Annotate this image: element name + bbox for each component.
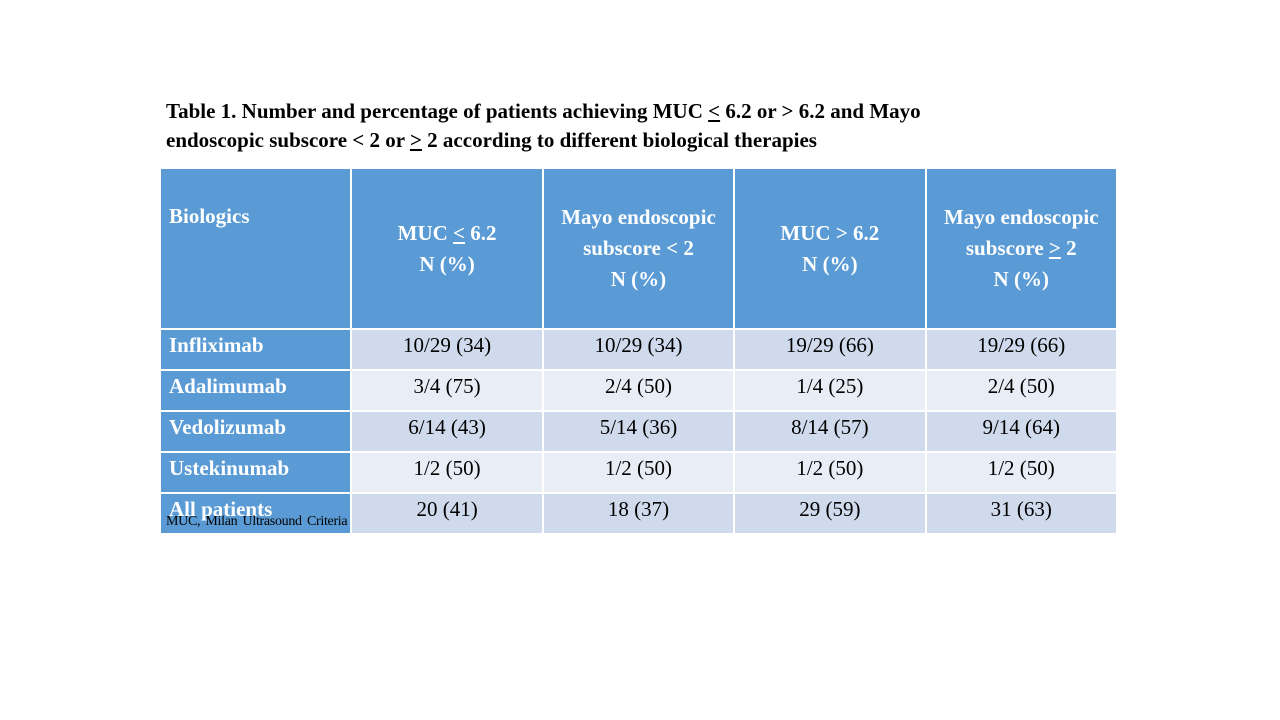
caption-text: 2 according to different biological ther… [421, 128, 817, 152]
caption-operator: > [409, 128, 422, 152]
caption-text: 6.2 or > 6.2 and Mayo [720, 99, 921, 123]
header-biologics: Biologics [158, 167, 353, 330]
cell-mayo-ge: 19/29 (66) [924, 328, 1118, 371]
header-mayo-ge: Mayo endoscopic subscore > 2 N (%) [924, 167, 1118, 330]
row-label: All patients [158, 492, 353, 535]
caption-text: endoscopic subscore < 2 or [166, 128, 410, 152]
table-row: Ustekinumab 1/2 (50) 1/2 (50) 1/2 (50) 1… [158, 451, 1118, 494]
cell-mayo-lt: 18 (37) [541, 492, 736, 535]
cell-mayo-lt: 5/14 (36) [541, 410, 736, 453]
header-muc-gt: MUC > 6.2 N (%) [733, 167, 927, 330]
caption-operator: < [708, 99, 721, 123]
cell-muc-le: 20 (41) [350, 492, 544, 535]
cell-muc-le: 6/14 (43) [350, 410, 544, 453]
header-muc-le: MUC < 6.2 N (%) [350, 167, 544, 330]
caption-line-2: endoscopic subscore < 2 or > 2 according… [166, 126, 1126, 155]
cell-mayo-lt: 2/4 (50) [541, 369, 736, 412]
cell-muc-le: 1/2 (50) [350, 451, 544, 494]
cell-mayo-lt: 1/2 (50) [541, 451, 736, 494]
table-row: Infliximab 10/29 (34) 10/29 (34) 19/29 (… [158, 328, 1118, 371]
table-footnote: MUC, Milan Ultrasound Criteria [166, 514, 348, 529]
caption-line-1: Table 1. Number and percentage of patien… [166, 97, 1126, 126]
cell-muc-gt: 29 (59) [733, 492, 927, 535]
cell-muc-gt: 8/14 (57) [733, 410, 927, 453]
header-mayo-lt: Mayo endoscopic subscore < 2 N (%) [541, 167, 736, 330]
row-label: Adalimumab [158, 369, 353, 412]
table-row: All patients 20 (41) 18 (37) 29 (59) 31 … [158, 492, 1118, 535]
results-table: Biologics MUC < 6.2 N (%) Mayo endoscopi… [158, 167, 1118, 535]
cell-muc-le: 3/4 (75) [350, 369, 544, 412]
cell-muc-le: 10/29 (34) [350, 328, 544, 371]
header-row: Biologics MUC < 6.2 N (%) Mayo endoscopi… [158, 167, 1118, 330]
row-label: Infliximab [158, 328, 353, 371]
cell-muc-gt: 1/4 (25) [733, 369, 927, 412]
cell-mayo-lt: 10/29 (34) [541, 328, 736, 371]
cell-mayo-ge: 9/14 (64) [924, 410, 1118, 453]
cell-muc-gt: 1/2 (50) [733, 451, 927, 494]
caption-text: Table 1. Number and percentage of patien… [166, 99, 709, 123]
cell-muc-gt: 19/29 (66) [733, 328, 927, 371]
row-label: Vedolizumab [158, 410, 353, 453]
row-label: Ustekinumab [158, 451, 353, 494]
cell-mayo-ge: 1/2 (50) [924, 451, 1118, 494]
table-caption: Table 1. Number and percentage of patien… [166, 97, 1126, 155]
table-row: Vedolizumab 6/14 (43) 5/14 (36) 8/14 (57… [158, 410, 1118, 453]
table-row: Adalimumab 3/4 (75) 2/4 (50) 1/4 (25) 2/… [158, 369, 1118, 412]
cell-mayo-ge: 2/4 (50) [924, 369, 1118, 412]
cell-mayo-ge: 31 (63) [924, 492, 1118, 535]
